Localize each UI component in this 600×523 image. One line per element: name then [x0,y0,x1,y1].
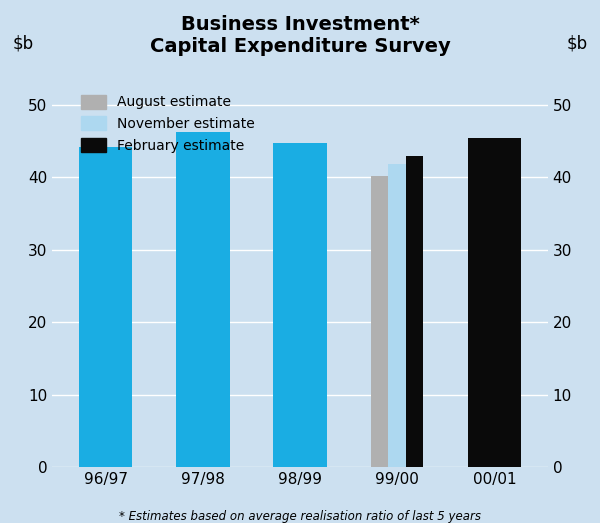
Bar [371,176,388,467]
Legend: August estimate, November estimate, February estimate: August estimate, November estimate, Febr… [74,87,262,160]
Bar [79,147,133,467]
Title: Business Investment*
Capital Expenditure Survey: Business Investment* Capital Expenditure… [149,15,451,56]
Text: $b: $b [566,35,587,53]
Bar [176,132,230,467]
Bar [273,143,327,467]
Text: $b: $b [13,35,34,53]
Text: * Estimates based on average realisation ratio of last 5 years: * Estimates based on average realisation… [119,510,481,523]
Bar [467,138,521,467]
Bar [388,164,406,467]
Bar [406,156,424,467]
